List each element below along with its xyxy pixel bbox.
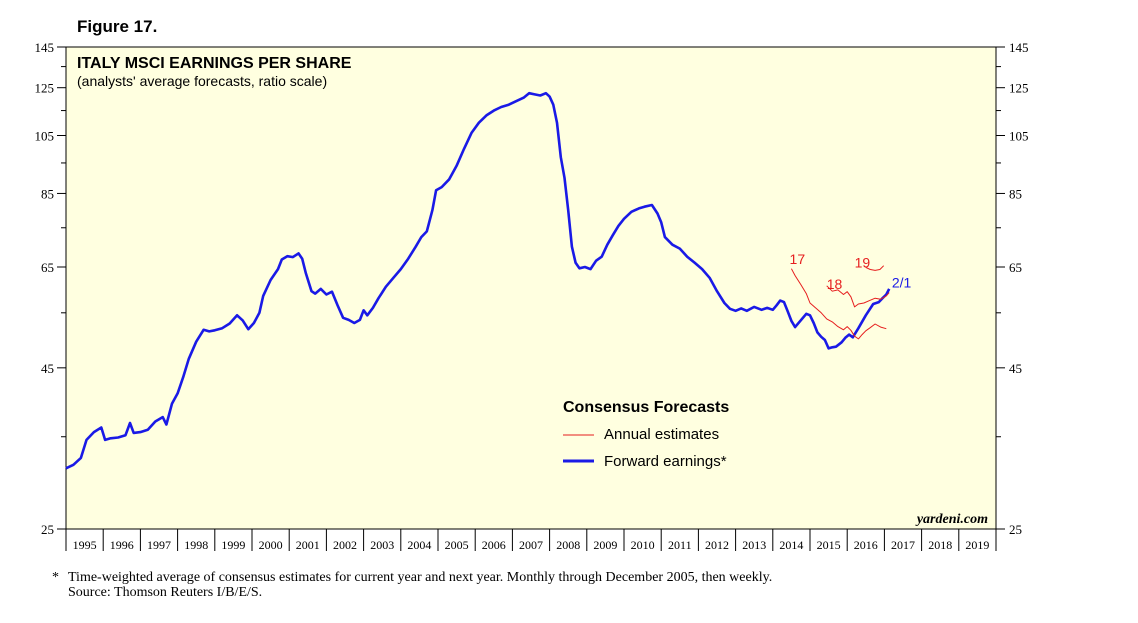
y-tick-label-left: 105 bbox=[35, 129, 55, 144]
footnote-text: Time-weighted average of consensus estim… bbox=[68, 570, 773, 585]
x-tick-label: 2013 bbox=[742, 538, 766, 552]
x-tick-label: 1996 bbox=[110, 538, 134, 552]
x-tick-label: 2007 bbox=[519, 538, 543, 552]
y-tick-label-right: 25 bbox=[1009, 522, 1022, 537]
y-axis-left: 25 45 65 85 105 125 145 bbox=[35, 40, 66, 537]
x-tick-label: 2005 bbox=[445, 538, 469, 552]
legend-title: Consensus Forecasts bbox=[563, 399, 729, 416]
series-line-annual-17 bbox=[790, 268, 887, 340]
x-tick-label: 2000 bbox=[259, 538, 283, 552]
annotation-label: 17 bbox=[790, 251, 806, 267]
annotation-label: 2/1 bbox=[892, 275, 912, 291]
y-tick-label-left: 125 bbox=[35, 81, 55, 96]
y-tick-label-left: 25 bbox=[41, 522, 54, 537]
series-layer: 17 18 19 2/1 bbox=[65, 91, 912, 470]
x-tick-label: 2015 bbox=[817, 538, 841, 552]
x-tick-label: 2017 bbox=[891, 538, 915, 552]
x-axis: 1995 1996 1997 1998 1999 2000 2001 2002 2003 2004… bbox=[65, 529, 997, 552]
footnote-source: Source: Thomson Reuters I/B/E/S. bbox=[68, 585, 263, 600]
y-tick-label-right: 145 bbox=[1009, 40, 1029, 55]
chart-title: ITALY MSCI EARNINGS PER SHARE bbox=[77, 55, 352, 72]
legend-label-forward: Forward earnings* bbox=[604, 453, 727, 470]
annotation-label: 19 bbox=[855, 254, 871, 270]
x-tick-label: 2018 bbox=[928, 538, 952, 552]
figure-label: Figure 17. bbox=[77, 17, 158, 36]
y-tick-label-left: 45 bbox=[41, 361, 54, 376]
series-line-annual-19 bbox=[865, 265, 885, 271]
x-tick-label: 2002 bbox=[333, 538, 357, 552]
watermark: yardeni.com bbox=[915, 512, 988, 527]
footnote-marker: * bbox=[52, 570, 59, 585]
x-tick-label: 1995 bbox=[73, 538, 97, 552]
y-tick-label-right: 45 bbox=[1009, 361, 1022, 376]
y-tick-label-right: 65 bbox=[1009, 260, 1022, 275]
y-tick-label-right: 125 bbox=[1009, 81, 1029, 96]
x-tick-label: 2004 bbox=[407, 538, 431, 552]
x-tick-label: 2003 bbox=[370, 538, 394, 552]
series-line-forward-earnings bbox=[65, 91, 891, 470]
x-tick-label: 1998 bbox=[184, 538, 208, 552]
x-tick-label: 2014 bbox=[779, 538, 803, 552]
footnote: * Time-weighted average of consensus esti… bbox=[52, 570, 772, 600]
y-tick-label-right: 85 bbox=[1009, 186, 1022, 201]
chart: 25 45 65 85 105 125 145 25 45 65 85 105 125 145 1995… bbox=[35, 40, 1029, 552]
x-tick-label: 2010 bbox=[631, 538, 655, 552]
chart-subtitle: (analysts' average forecasts, ratio scal… bbox=[77, 73, 327, 89]
annotation-label: 18 bbox=[827, 276, 843, 292]
series-line-annual-18 bbox=[826, 285, 890, 308]
x-tick-label: 2006 bbox=[482, 538, 506, 552]
x-tick-label: 1997 bbox=[147, 538, 171, 552]
footnote-line: * Time-weighted average of consensus esti… bbox=[52, 570, 772, 585]
x-tick-label: 1999 bbox=[221, 538, 245, 552]
x-tick-label: 2001 bbox=[296, 538, 320, 552]
legend: Consensus Forecasts Annual estimates For… bbox=[563, 399, 729, 470]
y-tick-label-left: 85 bbox=[41, 186, 54, 201]
x-tick-label: 2008 bbox=[556, 538, 580, 552]
y-axis-right: 25 45 65 85 105 125 145 bbox=[996, 40, 1029, 537]
legend-label-annual: Annual estimates bbox=[604, 426, 719, 443]
x-tick-label: 2012 bbox=[705, 538, 729, 552]
x-tick-label: 2016 bbox=[854, 538, 878, 552]
plot-area bbox=[65, 46, 997, 530]
x-tick-label: 2011 bbox=[668, 538, 692, 552]
y-tick-label-left: 65 bbox=[41, 260, 54, 275]
x-tick-label: 2019 bbox=[965, 538, 989, 552]
y-tick-label-left: 145 bbox=[35, 40, 55, 55]
x-tick-label: 2009 bbox=[593, 538, 617, 552]
y-tick-label-right: 105 bbox=[1009, 129, 1029, 144]
